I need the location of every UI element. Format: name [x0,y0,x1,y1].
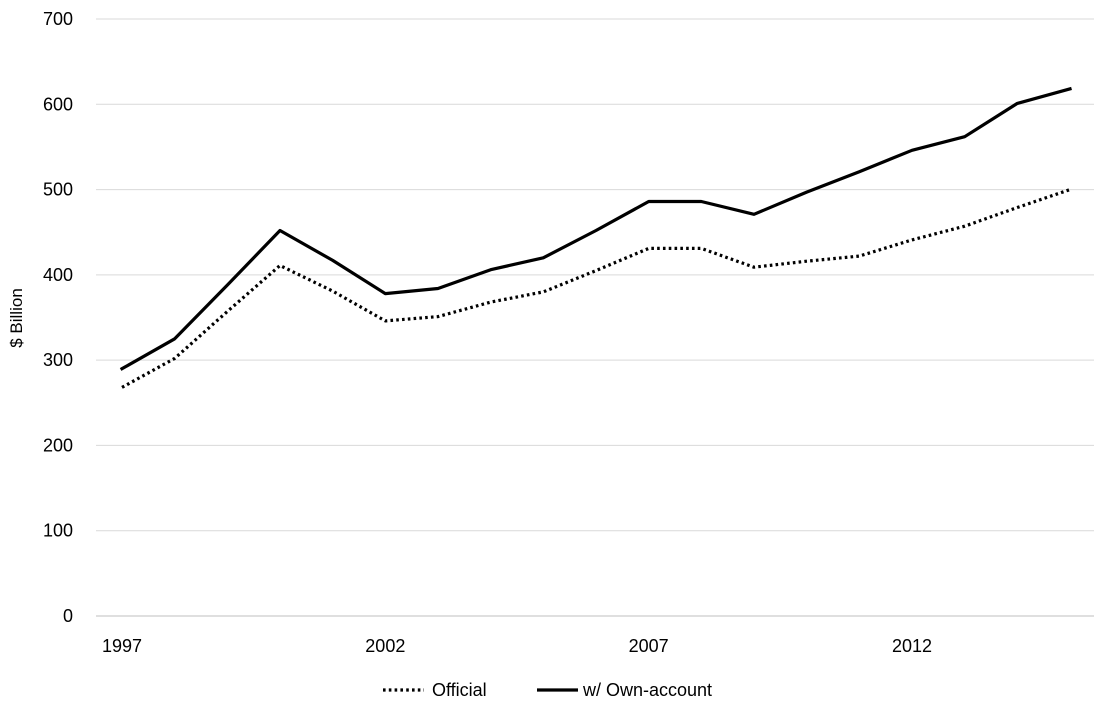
y-tick-label-100: 100 [43,521,73,541]
y-tick-label-300: 300 [43,350,73,370]
x-axis-tick-labels: 1997 2002 2007 2012 [102,636,932,656]
x-tick-label-2002: 2002 [365,636,405,656]
x-tick-label-2012: 2012 [892,636,932,656]
y-axis-title: $ Billion [7,288,26,348]
y-tick-label-200: 200 [43,435,73,455]
y-tick-label-700: 700 [43,9,73,29]
y-tick-label-0: 0 [63,606,73,626]
series-lines [119,86,1072,389]
legend: Official w/ Own-account [383,680,712,700]
x-tick-label-2007: 2007 [629,636,669,656]
x-tick-label-1997: 1997 [102,636,142,656]
y-tick-label-500: 500 [43,180,73,200]
y-axis-tick-labels: 0 100 200 300 400 500 600 700 [43,9,73,626]
y-tick-label-600: 600 [43,94,73,114]
gridlines [96,18,1094,617]
series-line-own-account [119,86,1072,371]
series-line-official [121,188,1071,389]
y-tick-label-400: 400 [43,265,73,285]
legend-label-official: Official [432,680,487,700]
legend-label-own-account: w/ Own-account [582,680,712,700]
